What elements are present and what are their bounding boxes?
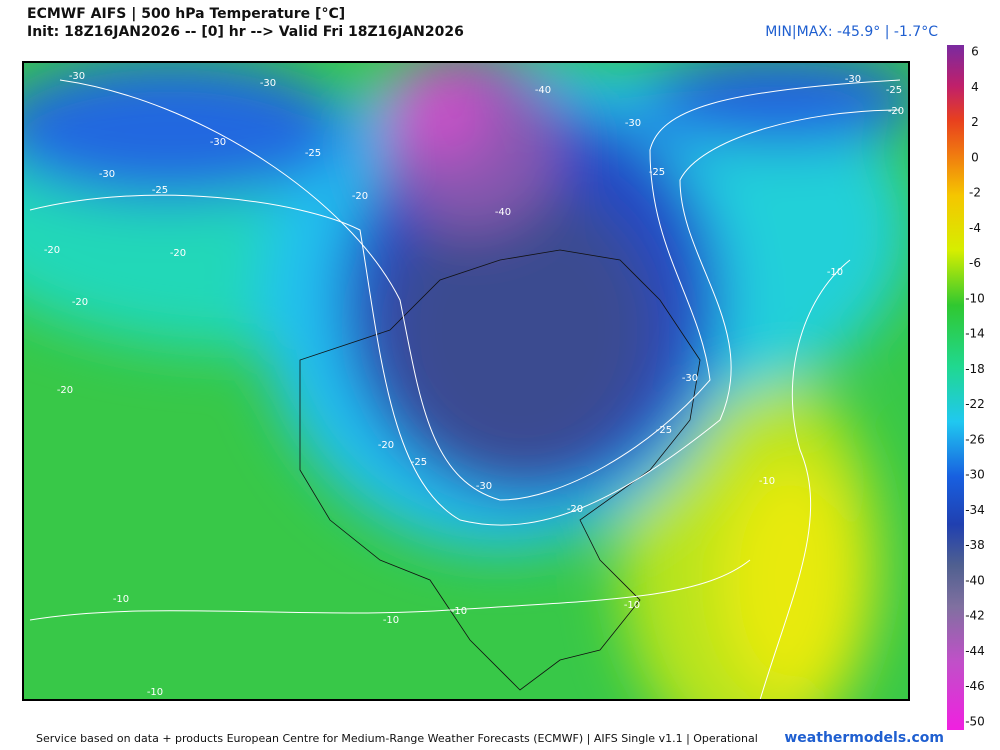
contour	[759, 259, 851, 700]
contour	[59, 79, 901, 501]
colorbar-tick-label: -10	[965, 291, 985, 305]
title: ECMWF AIFS | 500 hPa Temperature [°C]	[27, 6, 345, 22]
contour-label: -10	[451, 606, 467, 617]
contour-label: -25	[152, 185, 168, 196]
contour-label: -30	[625, 118, 641, 129]
contour-label: -20	[57, 385, 73, 396]
map	[23, 62, 909, 700]
colorbar	[947, 45, 964, 730]
colorbar-tick-label: -22	[965, 397, 985, 411]
contour-labels: -30 -30 -40 -30 -25 -20 -30 -30 -30 -25 …	[44, 71, 904, 698]
contour-label: -30	[210, 137, 226, 148]
init-line: Init: 18Z16JAN2026 -- [0] hr --> Valid F…	[27, 24, 464, 40]
contour-label: -20	[72, 297, 88, 308]
colorbar-tick-label: -26	[965, 432, 985, 446]
colorbar-tick-label: -50	[965, 715, 985, 729]
colorbar-tick-label: 6	[971, 45, 979, 59]
contour-label: -40	[535, 85, 551, 96]
contour-label: -10	[383, 615, 399, 626]
contour-label: -30	[69, 71, 85, 82]
coastline	[299, 249, 701, 691]
colorbar-tick-label: 2	[971, 115, 979, 129]
colorbar-tick-label: 4	[971, 80, 979, 94]
colorbar-tick-label: -38	[965, 538, 985, 552]
site: weathermodels.com	[784, 730, 944, 746]
colorbar-tick-label: -2	[969, 186, 981, 200]
contour-label: -10	[827, 267, 843, 278]
colorbar-tick-label: -6	[969, 256, 981, 270]
colorbar-tick-label: -34	[965, 503, 985, 517]
contour-label: -20	[378, 440, 394, 451]
colorbar-tick-label: -42	[965, 609, 985, 623]
colorbar-tick-label: -46	[965, 679, 985, 693]
colorbar-tick-label: -44	[965, 644, 985, 658]
contour-label: -10	[147, 687, 163, 698]
colorbar-tick-label: -14	[965, 327, 985, 341]
contour-label: -25	[411, 457, 427, 468]
contour-label: -25	[656, 425, 672, 436]
contour-label: -10	[113, 594, 129, 605]
colorbar-tick-label: -30	[965, 468, 985, 482]
contour-label: -30	[476, 481, 492, 492]
contour-label: -25	[305, 148, 321, 159]
colorbar-tick-label: -40	[965, 573, 985, 587]
contour-label: -30	[682, 373, 698, 384]
min-max: MIN|MAX: -45.9° | -1.7°C	[765, 24, 938, 40]
colorbar-tick-label: -4	[969, 221, 981, 235]
contour-label: -30	[845, 74, 861, 85]
contour-label: -20	[44, 245, 60, 256]
contour	[29, 559, 751, 621]
contour-label: -30	[99, 169, 115, 180]
colorbar-tick-label: 0	[971, 150, 979, 164]
contour-label: -20	[352, 191, 368, 202]
contour-label: -40	[495, 207, 511, 218]
colorbar-ticks: 6 4 2 0 -2 -4 -6 -10 -14 -18 -22 -26 -30 -34 -38 -40 -42…	[965, 45, 985, 729]
contour-label: -20	[170, 248, 186, 259]
contour-label: -30	[260, 78, 276, 89]
contour-label: -25	[886, 85, 902, 96]
colorbar-tick-label: -18	[965, 362, 985, 376]
contour-label: -20	[567, 504, 583, 515]
contour-label: -25	[649, 167, 665, 178]
contour-label: -20	[888, 106, 904, 117]
contour	[29, 109, 901, 526]
contour-label: -10	[624, 600, 640, 611]
credit: Service based on data + products Europea…	[36, 732, 758, 745]
map-frame	[22, 61, 910, 701]
contour-label: -10	[759, 476, 775, 487]
